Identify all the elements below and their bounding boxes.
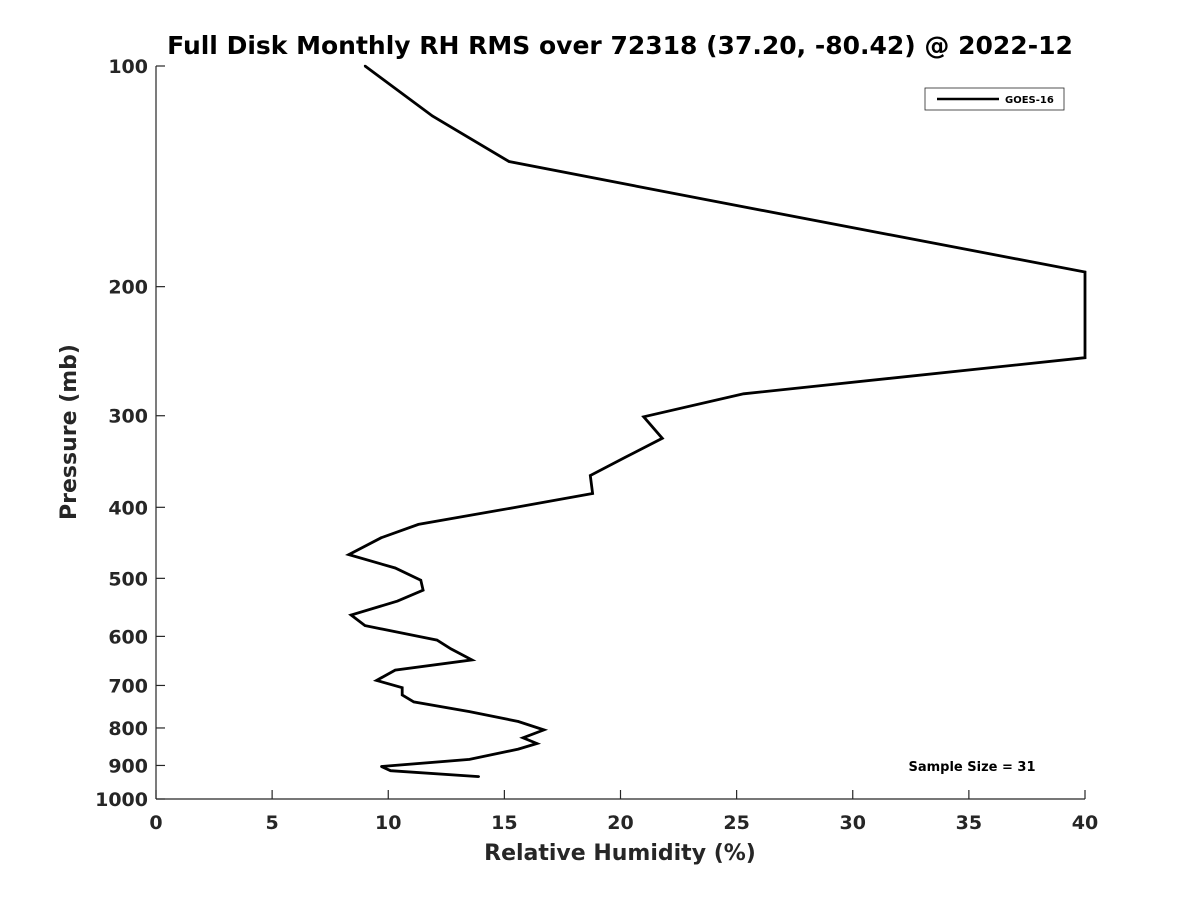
plot-area [156, 66, 1085, 799]
y-tick-label-100: 100 [108, 56, 148, 78]
series-point-3 [702, 198, 706, 201]
y-tick-label-700: 700 [108, 675, 148, 697]
series-point-26 [375, 679, 378, 682]
legend-entry-goes-16: GOES-16 [1005, 95, 1054, 106]
x-tick-label-10: 10 [375, 812, 401, 834]
series-point-14 [380, 536, 383, 539]
y-axis-ticks: 100 200 300 400 500 600 700 800 900 1000 [95, 56, 165, 811]
y-tick-label-300: 300 [108, 406, 148, 428]
series-point-1 [431, 114, 434, 118]
x-tick-label-30: 30 [840, 812, 866, 834]
series-point-5 [1083, 356, 1087, 359]
series-point-34 [535, 742, 539, 745]
series-point-37 [380, 765, 383, 768]
x-tick-label-15: 15 [491, 812, 517, 834]
series-point-6 [742, 392, 745, 395]
series-point-36 [468, 758, 471, 761]
series-point-22 [435, 638, 439, 642]
series-point-31 [517, 720, 520, 723]
series-point-38 [389, 769, 392, 772]
series-point-17 [419, 579, 422, 582]
series-point-28 [401, 693, 404, 697]
series-point-39 [477, 775, 480, 778]
series-point-29 [412, 700, 415, 704]
y-tick-label-500: 500 [108, 568, 148, 590]
series-point-15 [347, 553, 350, 556]
series-point-21 [363, 624, 367, 627]
series-point-23 [449, 647, 453, 651]
x-axis-ticks: 0 5 10 15 20 25 30 35 40 [149, 790, 1098, 834]
x-tick-label-40: 40 [1072, 812, 1098, 834]
series-point-7 [642, 415, 645, 418]
series-point-35 [517, 747, 520, 751]
x-tick-label-0: 0 [149, 812, 162, 834]
y-tick-label-800: 800 [108, 718, 148, 740]
series-point-0 [363, 64, 367, 68]
series-point-16 [394, 566, 397, 570]
chart-title: Full Disk Monthly RH RMS over 72318 (37.… [167, 31, 1073, 60]
x-tick-label-20: 20 [607, 812, 633, 834]
series-point-8 [661, 437, 664, 440]
series-point-24 [470, 658, 474, 662]
series-group [345, 64, 1087, 778]
y-tick-label-900: 900 [108, 755, 148, 777]
series-point-18 [421, 589, 425, 592]
y-tick-label-600: 600 [108, 626, 148, 648]
series-point-9 [623, 456, 627, 459]
x-tick-label-25: 25 [723, 812, 749, 834]
sample-size-annotation: Sample Size = 31 [908, 760, 1035, 775]
series-point-19 [396, 599, 399, 603]
series-point-33 [521, 736, 525, 739]
series-point-4 [1083, 270, 1087, 274]
y-tick-label-200: 200 [108, 277, 148, 299]
y-tick-label-1000: 1000 [95, 789, 148, 811]
y-axis-label: Pressure (mb) [57, 344, 82, 520]
legend: GOES-16 [924, 87, 1065, 111]
series-point-30 [468, 710, 471, 713]
series-point-20 [349, 613, 353, 617]
series-point-13 [417, 523, 420, 526]
x-tick-label-5: 5 [266, 812, 279, 834]
x-tick-label-35: 35 [956, 812, 982, 834]
series-point-25 [394, 668, 397, 672]
y-tick-label-400: 400 [108, 497, 148, 519]
series-point-32 [542, 728, 546, 732]
series-line-goes-16 [345, 64, 1087, 778]
series-point-2 [507, 160, 511, 163]
series-point-10 [589, 474, 592, 477]
series-point-11 [591, 492, 594, 495]
series-point-12 [510, 506, 513, 510]
x-axis-label: Relative Humidity (%) [484, 841, 756, 866]
series-point-27 [401, 686, 404, 689]
